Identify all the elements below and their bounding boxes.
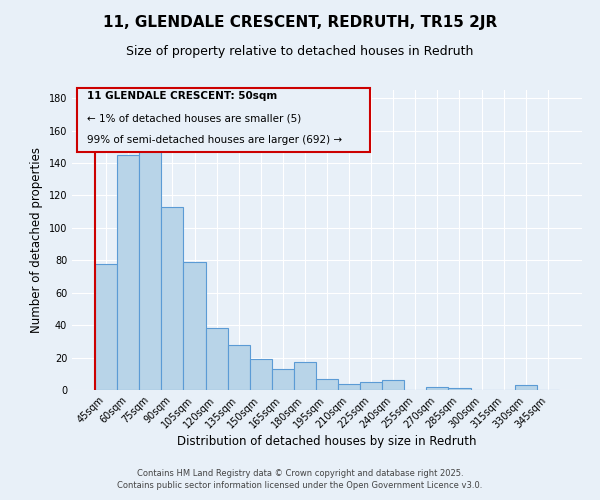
Bar	[382, 380, 404, 390]
Bar	[117, 155, 139, 390]
Bar	[206, 328, 227, 390]
Text: ← 1% of detached houses are smaller (5): ← 1% of detached houses are smaller (5)	[88, 114, 302, 124]
Bar	[272, 369, 294, 390]
Bar	[184, 262, 206, 390]
Text: Contains HM Land Registry data © Crown copyright and database right 2025.: Contains HM Land Registry data © Crown c…	[137, 468, 463, 477]
Text: 11, GLENDALE CRESCENT, REDRUTH, TR15 2JR: 11, GLENDALE CRESCENT, REDRUTH, TR15 2JR	[103, 15, 497, 30]
Bar	[338, 384, 360, 390]
X-axis label: Distribution of detached houses by size in Redruth: Distribution of detached houses by size …	[177, 436, 477, 448]
Bar	[139, 150, 161, 390]
Bar	[316, 378, 338, 390]
Bar	[448, 388, 470, 390]
Bar	[95, 264, 117, 390]
Text: 11 GLENDALE CRESCENT: 50sqm: 11 GLENDALE CRESCENT: 50sqm	[88, 92, 278, 102]
Y-axis label: Number of detached properties: Number of detached properties	[30, 147, 43, 333]
Bar	[250, 359, 272, 390]
Bar	[427, 387, 448, 390]
Bar	[161, 207, 184, 390]
Text: Size of property relative to detached houses in Redruth: Size of property relative to detached ho…	[127, 45, 473, 58]
FancyBboxPatch shape	[77, 88, 370, 152]
Bar	[294, 362, 316, 390]
Text: Contains public sector information licensed under the Open Government Licence v3: Contains public sector information licen…	[118, 481, 482, 490]
Bar	[360, 382, 382, 390]
Bar	[515, 385, 537, 390]
Text: 99% of semi-detached houses are larger (692) →: 99% of semi-detached houses are larger (…	[88, 135, 343, 145]
Bar	[227, 344, 250, 390]
